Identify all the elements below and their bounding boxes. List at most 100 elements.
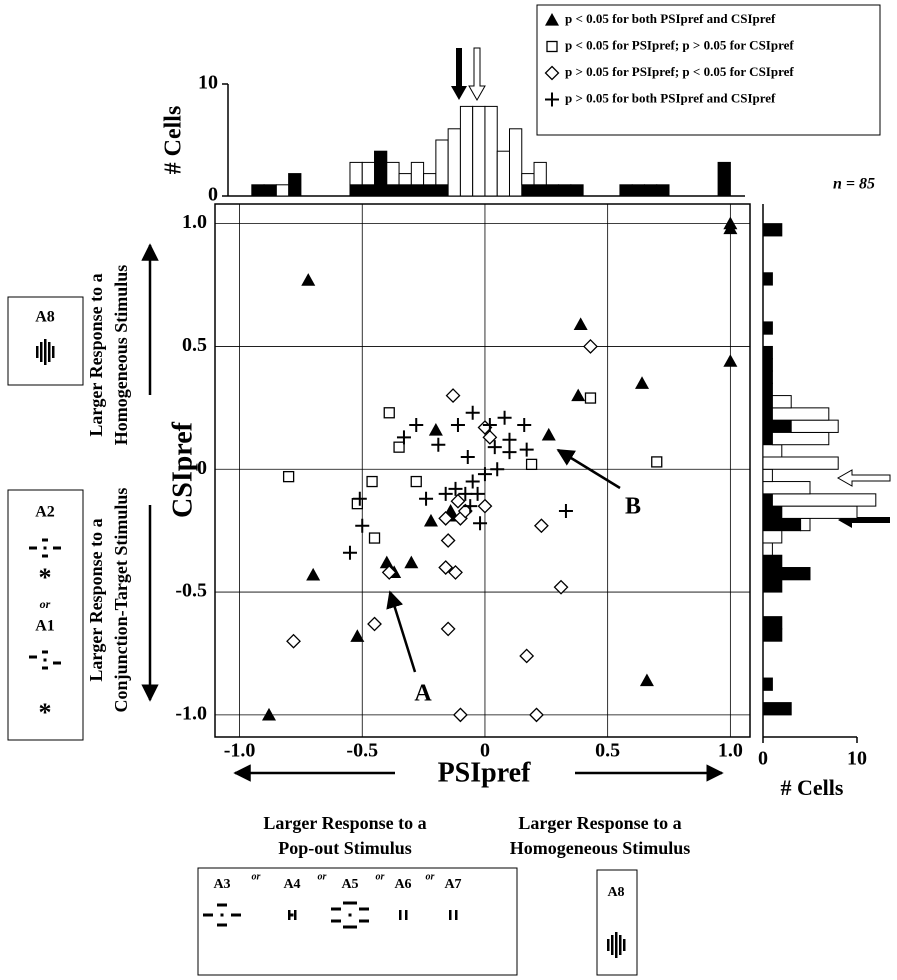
square-marker [383,407,395,419]
stimulus-icon [36,346,39,358]
icon-label: A4 [283,877,300,892]
stimulus-icon [449,910,452,920]
stimulus-icon [217,903,227,907]
stimulus-icon [53,661,61,665]
histogram-bar [762,579,783,593]
plus-marker [545,92,559,107]
triangle-marker [379,555,394,569]
diamond-marker [583,339,598,354]
triangle-marker [545,13,559,26]
y-tick-label: 0 [197,457,207,479]
icon-box [7,296,84,386]
legend-label: p < 0.05 for both PSIpref and CSIpref [565,11,776,26]
histogram-bar [717,161,731,197]
y-tick-label: -1.0 [175,702,207,724]
histogram-bar [386,161,400,186]
y-axis-label: # Cells [161,106,187,175]
stimulus-icon [615,932,618,958]
stimulus-icon [619,935,622,955]
stimulus-icon [29,655,37,659]
triangle-marker [573,317,588,330]
histogram-bar [762,505,783,519]
histogram-bar [410,161,425,186]
square-marker [282,470,295,483]
histogram-bar [423,173,437,186]
legend-label: p > 0.05 for both PSIpref and CSIpref [565,90,776,105]
histogram-bar [619,184,633,197]
histogram-bar [656,184,670,197]
histogram-bar [545,184,560,197]
plus-marker [458,486,473,501]
x-axis-label: # Cells [781,775,844,800]
legend-box [536,4,881,136]
bottom-label: Pop-out Stimulus [278,838,412,858]
icon-label: A8 [35,309,55,326]
histogram-bar [781,505,858,519]
histogram-bar [762,493,773,507]
histogram-bar [762,530,783,544]
y-tick-label: 1.0 [182,211,207,233]
icon-label: or [40,597,51,611]
side-label: Larger Response to a [86,273,106,436]
square-marker [368,532,381,544]
stimulus-icon [53,546,61,550]
icon-label: A7 [444,877,461,892]
histogram-bar [762,677,773,691]
plus-marker [342,545,357,560]
stimulus-icon [359,919,369,923]
histogram-bar [762,554,783,569]
histogram-bar [361,184,376,197]
x-axis-label: PSIpref [438,757,531,788]
histogram-bar [771,395,792,409]
diamond-marker [533,518,549,534]
histogram-bar [762,272,773,286]
triangle-marker [350,629,365,642]
side-label: Homogeneous Stimulus [111,265,131,446]
histogram-bar [423,184,437,197]
triangle-marker [723,221,738,235]
histogram-bar [762,419,792,433]
diamond-marker [440,533,456,548]
plus-marker [477,467,492,482]
histogram-bar [762,542,773,556]
square-marker [410,475,422,488]
stimulus-icon [52,346,55,358]
stimulus-icon [40,342,43,362]
icon-label: or [318,871,327,882]
diamond-marker [438,560,454,575]
histogram-bar [447,128,461,197]
histogram-bar [762,395,773,409]
histogram-bar [570,184,584,197]
triangle-marker [404,555,419,569]
stimulus-icon [42,554,48,558]
arrow [386,590,417,673]
stimulus-icon [42,666,48,670]
stimulus-icon [607,939,610,951]
stimulus-icon [331,907,341,911]
triangle-marker [541,427,556,441]
y-tick-label: -0.5 [175,580,207,602]
histogram-bar [762,616,783,630]
triangle-marker [571,388,586,402]
icon-label: A3 [213,877,230,892]
histogram-bar [762,628,783,642]
histogram-bar [790,419,839,433]
histogram-bar [762,444,783,458]
diamond-marker [440,621,456,637]
histogram-bar [288,173,302,197]
triangle-marker [428,422,443,436]
annotation: A [414,681,432,707]
median-arrow [468,47,486,102]
plus-marker [419,491,434,506]
histogram-bar [762,481,811,495]
histogram-bar [349,184,363,197]
stimulus-icon [43,658,47,662]
stimulus-icon [44,339,47,365]
plus-marker [355,518,370,533]
square-marker [393,441,405,453]
triangle-marker [635,376,650,389]
y-tick-label: 0 [208,184,218,206]
diamond-marker [381,565,397,580]
histogram-bar [762,431,773,446]
histogram-bar [263,184,277,197]
